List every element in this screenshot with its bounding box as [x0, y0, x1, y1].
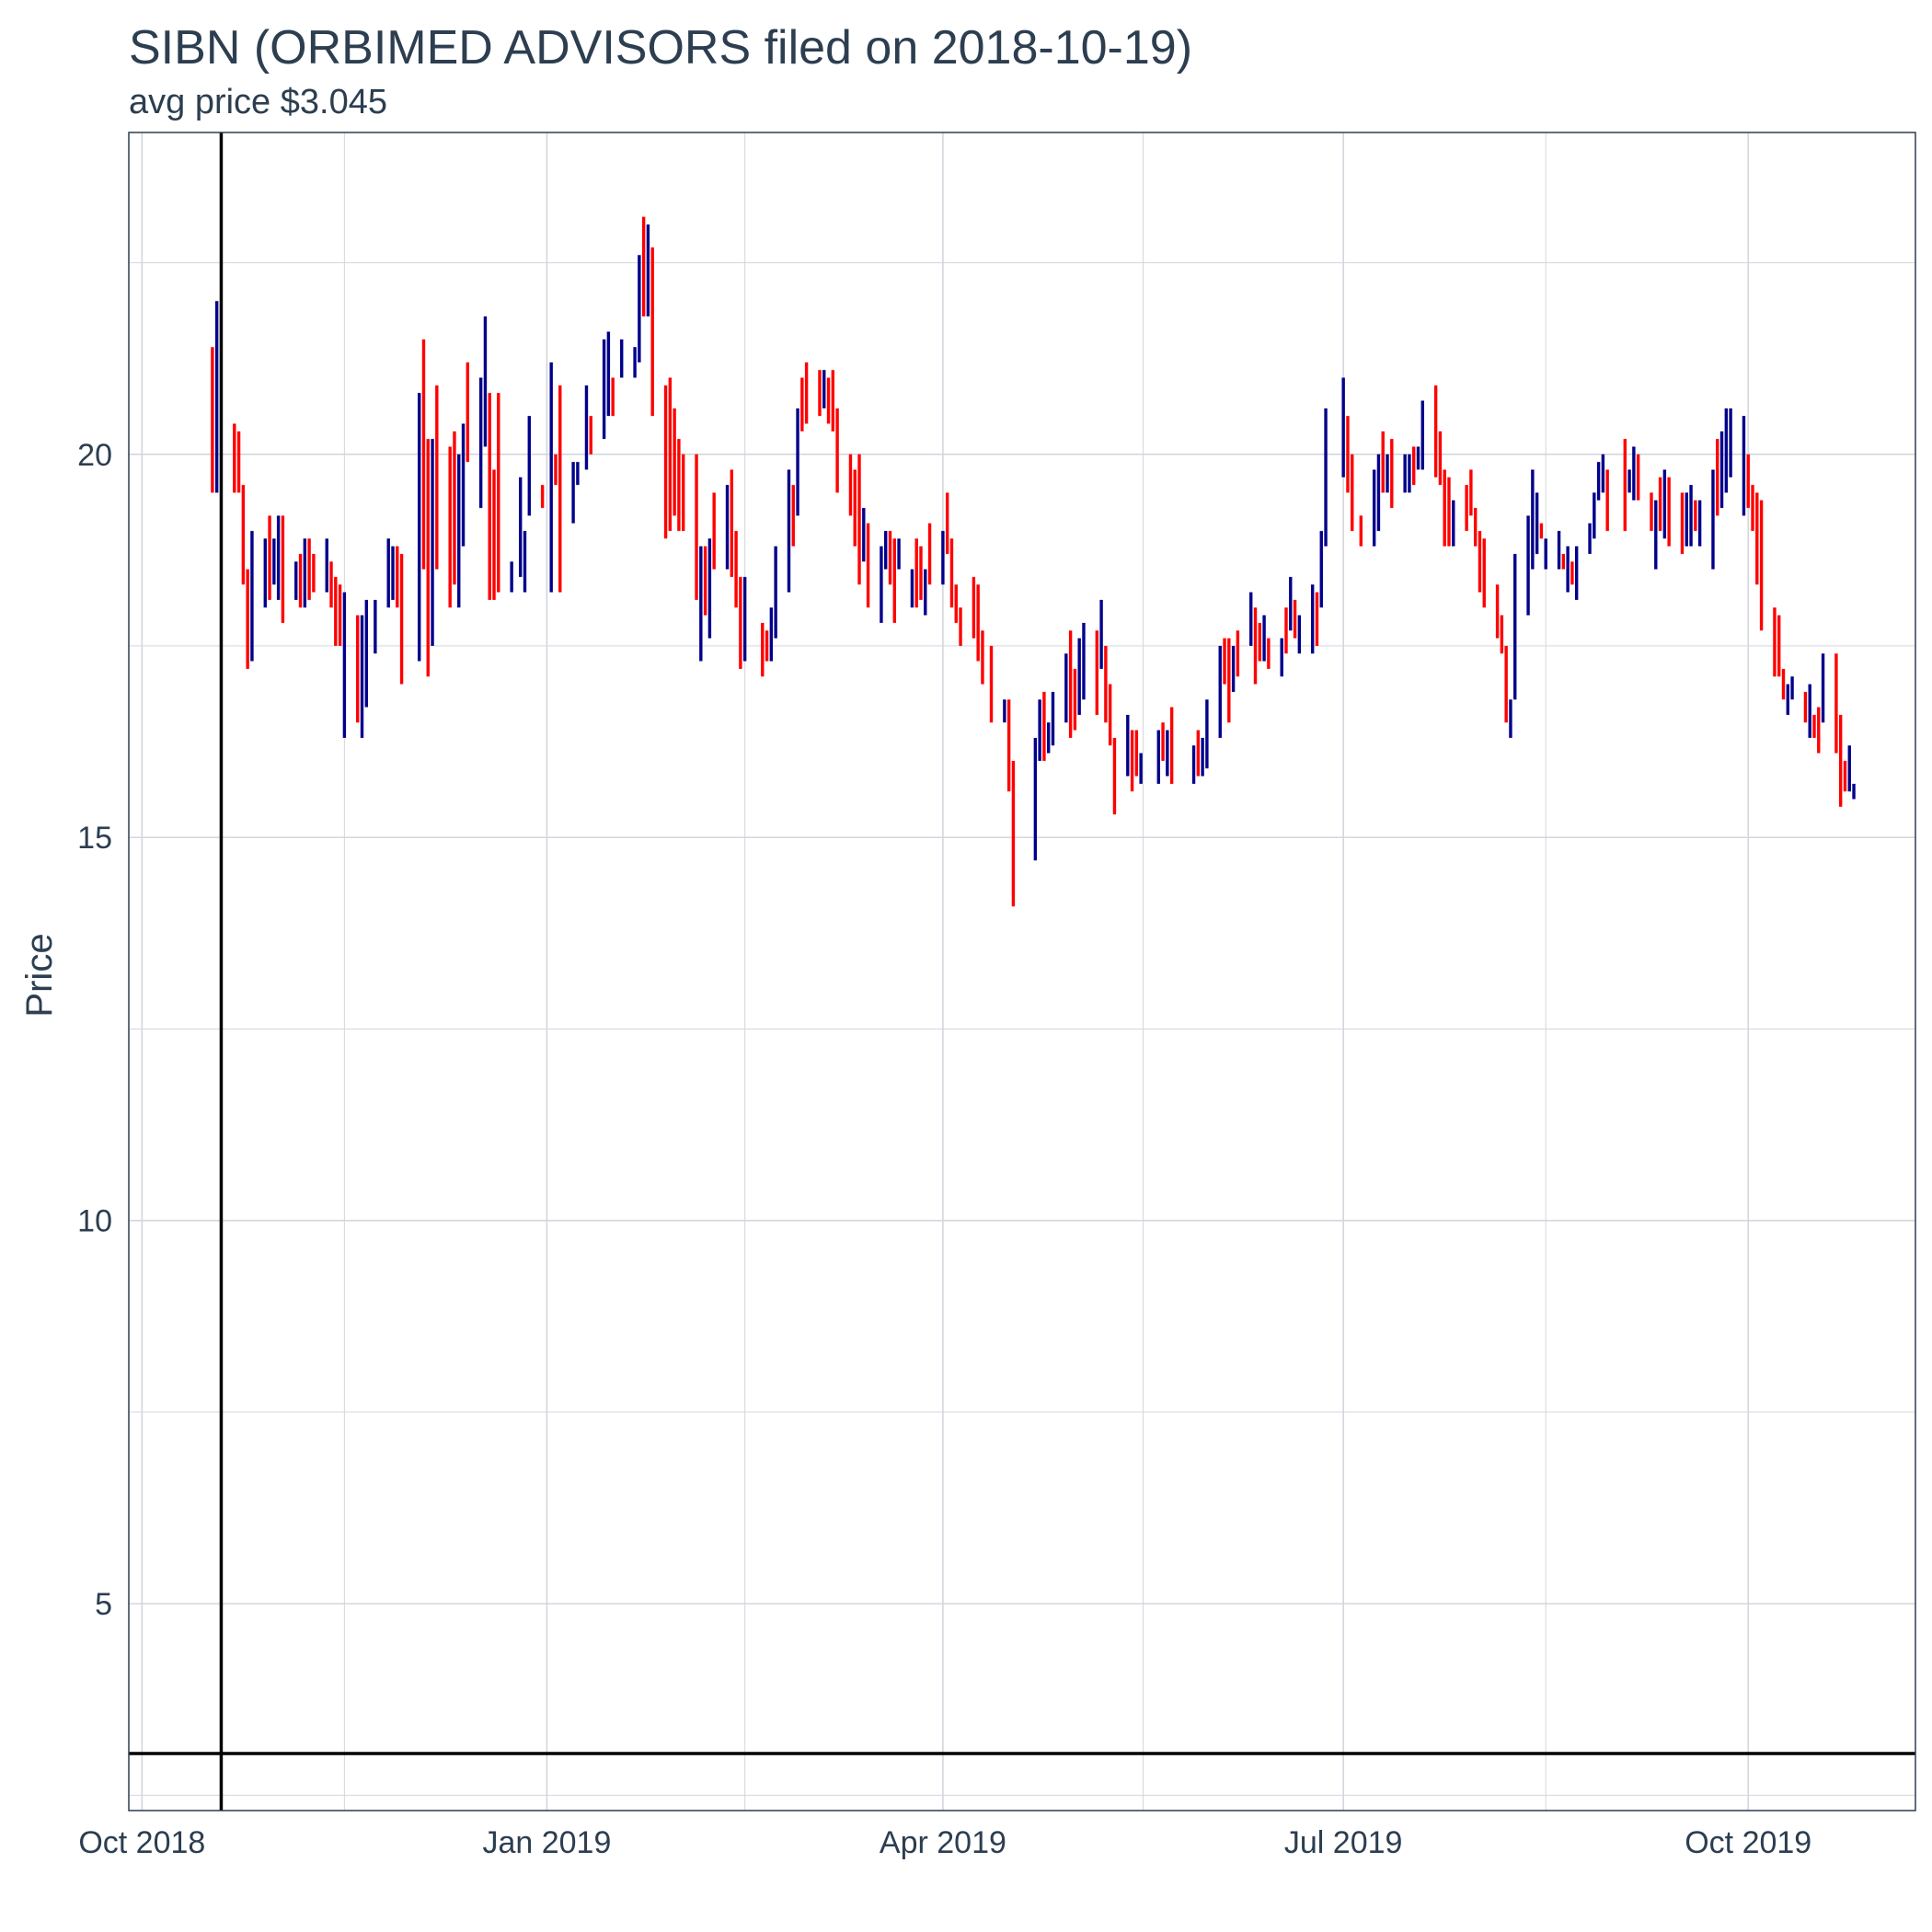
chart-subtitle: avg price $3.045 — [129, 83, 387, 121]
y-tick-label: 10 — [77, 1204, 112, 1239]
ohlc-bars — [211, 216, 1856, 907]
y-axis-ticks: 5 10 15 20 — [77, 438, 112, 1622]
y-tick-label: 15 — [77, 821, 112, 856]
y-tick-label: 5 — [95, 1587, 112, 1622]
chart-title: SIBN (ORBIMED ADVISORS filed on 2018-10-… — [129, 21, 1193, 75]
x-tick-label: Apr 2019 — [880, 1825, 1006, 1860]
x-tick-label: Oct 2018 — [78, 1825, 205, 1860]
panel-border — [128, 132, 1916, 1811]
x-tick-label: Jul 2019 — [1284, 1825, 1403, 1860]
x-tick-label: Oct 2019 — [1685, 1825, 1811, 1860]
y-axis-title: Price — [19, 933, 60, 1017]
grid-layer — [129, 132, 1915, 1811]
reference-lines — [129, 132, 1915, 1811]
y-tick-label: 20 — [77, 438, 112, 473]
x-tick-label: Jan 2019 — [482, 1825, 611, 1860]
x-axis-ticks: Oct 2018 Jan 2019 Apr 2019 Jul 2019 Oct 2019 — [78, 1825, 1811, 1860]
